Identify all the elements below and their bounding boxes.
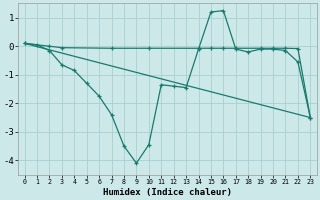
X-axis label: Humidex (Indice chaleur): Humidex (Indice chaleur) bbox=[103, 188, 232, 197]
